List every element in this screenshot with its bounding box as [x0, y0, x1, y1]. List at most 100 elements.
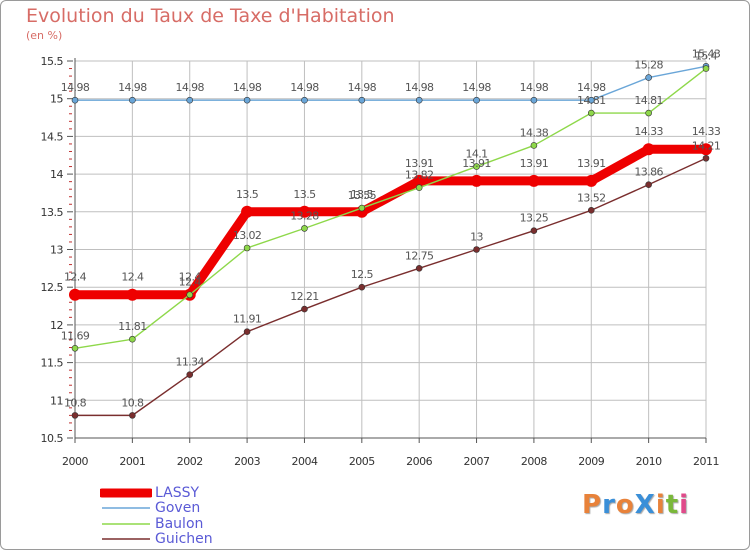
data-label-goven: 14.98 [233, 81, 262, 94]
legend: LASSY Goven Baulon Guichen [100, 485, 213, 547]
point-guichen [645, 181, 652, 188]
point-goven [301, 96, 308, 104]
legend-label-guichen: Guichen [155, 531, 213, 548]
data-label-guichen: 12.5 [351, 268, 374, 281]
data-label-goven: 15.28 [634, 59, 663, 72]
point-baulon [129, 335, 136, 343]
point-guichen [129, 412, 136, 419]
data-label-lassy: 13.5 [293, 188, 316, 201]
y-tick-label: 11.5 [41, 357, 64, 370]
y-tick-label: 14 [50, 168, 63, 181]
data-label-lassy: 13.91 [462, 157, 491, 170]
x-tick-label: 2009 [578, 455, 604, 468]
point-goven [358, 96, 366, 104]
y-tick-label: 10.5 [41, 432, 64, 445]
data-label-lassy: 14.33 [634, 125, 663, 138]
legend-item-baulon[interactable]: Baulon [100, 516, 213, 532]
point-goven [186, 96, 194, 104]
data-label-lassy: 13.91 [520, 157, 549, 170]
data-label-guichen: 13.86 [634, 166, 663, 179]
x-tick-label: 2005 [349, 455, 375, 468]
point-baulon [473, 163, 480, 170]
legend-item-goven[interactable]: Goven [100, 500, 213, 516]
point-lassy [241, 205, 254, 218]
data-labels: 12.4 12.4 12.413.5 13.5 13.513.91 13.91 13.91 1… [61, 47, 722, 409]
x-tick-label: 2008 [521, 455, 547, 468]
y-tick-label: 12 [50, 319, 63, 332]
data-label-baulon: 13.82 [405, 169, 434, 182]
point-lassy [642, 143, 655, 156]
logo-letter: P [582, 490, 603, 520]
data-label-baulon: 11.81 [118, 320, 147, 333]
x-tick-label: 2001 [119, 455, 145, 468]
legend-item-lassy[interactable]: LASSY [100, 485, 213, 501]
point-baulon [587, 109, 595, 117]
data-label-goven: 14.98 [175, 81, 204, 94]
grid-lines [74, 60, 707, 439]
point-goven [645, 74, 652, 81]
y-tick-label: 14.5 [41, 130, 64, 143]
data-label-guichen: 11.34 [175, 356, 204, 369]
legend-label-lassy: LASSY [155, 484, 200, 501]
y-tick-label: 12.5 [41, 281, 64, 294]
logo-letter: t [665, 490, 680, 520]
data-label-goven: 14.98 [61, 81, 90, 94]
point-lassy [413, 174, 426, 187]
x-tick-label: 2000 [62, 455, 88, 468]
data-label-goven: 14.98 [405, 81, 434, 94]
point-baulon [71, 344, 79, 352]
point-lassy [700, 143, 712, 156]
point-guichen [473, 246, 480, 253]
legend-item-guichen[interactable]: Guichen [100, 531, 213, 548]
point-guichen [530, 227, 538, 234]
data-label-lassy: 12.4 [121, 271, 144, 284]
point-guichen [358, 283, 366, 291]
logo-letter: o [615, 490, 635, 520]
data-label-goven: 14.98 [290, 81, 319, 94]
data-label-lassy: 13.91 [405, 157, 434, 170]
data-label-lassy: 12.4 [179, 271, 202, 284]
point-goven [530, 96, 538, 104]
data-label-lassy: 13.5 [351, 188, 374, 201]
logo-letter: r [602, 490, 616, 520]
point-guichen [587, 206, 595, 214]
series-lines [69, 62, 712, 419]
y-tick-label: 13.5 [41, 206, 64, 219]
data-label-baulon: 14.1 [465, 148, 487, 161]
point-goven [71, 96, 79, 104]
point-goven [473, 96, 480, 104]
y-tick-label: 15 [50, 93, 63, 106]
x-tick-label: 2010 [636, 455, 662, 468]
point-baulon [186, 291, 194, 299]
data-label-lassy: 13.91 [577, 157, 606, 170]
logo-letter: i [655, 490, 666, 520]
axes [67, 58, 707, 443]
logo-letter: X [634, 490, 656, 520]
data-label-goven: 14.98 [577, 81, 606, 94]
x-tick-label: 2007 [464, 455, 490, 468]
legend-swatch-guichen [102, 538, 150, 540]
point-goven [243, 96, 251, 104]
x-tick-label: 2006 [406, 455, 432, 468]
legend-swatch-goven [102, 507, 150, 509]
point-lassy [298, 205, 311, 218]
x-tick-label: 2002 [177, 455, 203, 468]
point-baulon [301, 225, 308, 232]
data-label-baulon: 13.55 [348, 189, 377, 202]
data-label-guichen: 10.8 [64, 396, 87, 409]
data-label-baulon: 15.4 [695, 50, 718, 63]
tick-labels: 10.5 11 11.5 12 12.5 13 13.5 14 14.5 15 15.5 2000 20… [41, 55, 720, 468]
point-lassy [126, 288, 139, 301]
chart-title: Evolution du Taux de Taxe d'Habitation [26, 5, 395, 27]
y-tick-label: 13 [50, 244, 63, 257]
point-lassy [527, 174, 540, 187]
point-guichen [301, 305, 308, 313]
data-label-goven: 14.98 [118, 81, 147, 94]
data-label-baulon: 14.38 [520, 126, 549, 139]
data-label-guichen: 14.21 [692, 139, 721, 152]
series-line-guichen [74, 157, 707, 417]
data-label-guichen: 11.91 [233, 313, 262, 326]
data-label-lassy: 14.33 [692, 125, 721, 138]
